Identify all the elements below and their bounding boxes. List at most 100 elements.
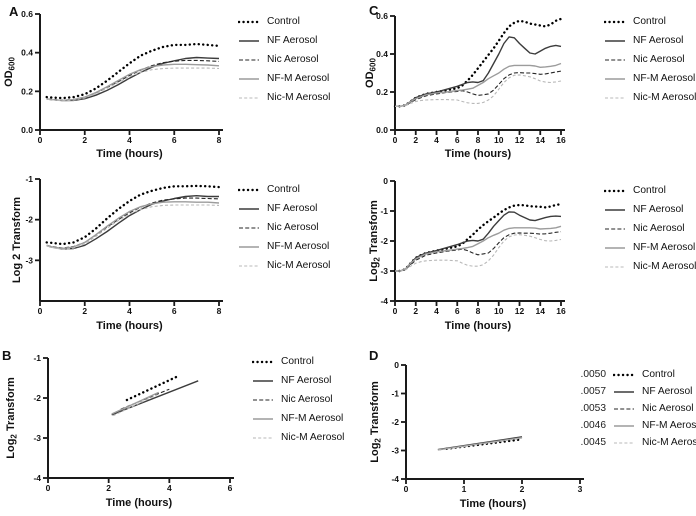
curve-control xyxy=(125,374,180,402)
legend-line-sample-nicm xyxy=(239,264,259,267)
y-tick-label: -1 xyxy=(391,389,399,399)
legend-a-od600: Control NF Aerosol Nic Aerosol NF-M Aerosol… xyxy=(238,12,330,107)
legend-item: .0050 Control xyxy=(574,366,696,383)
legend-label: Nic-M Aerosol xyxy=(267,92,331,103)
x-axis-title: Time (hours) xyxy=(445,148,512,160)
curve-nf-aerosol xyxy=(46,195,219,250)
y-tick-label: -2 xyxy=(25,215,33,225)
legend-line-sample-nic xyxy=(239,58,259,61)
legend-label: NF Aerosol xyxy=(633,35,684,46)
legend-line-sample-nic xyxy=(253,398,273,401)
legend-item: Nic-M Aerosol xyxy=(604,257,696,276)
y-tick-label: -3 xyxy=(380,266,388,276)
legend-item: NF Aerosol xyxy=(238,199,330,218)
y-tick-label: 0 xyxy=(383,176,388,186)
legend-c-log2-transform: Control NF Aerosol Nic Aerosol NF-M Aerosol… xyxy=(604,181,696,276)
legend-value: .0045 xyxy=(580,437,607,448)
x-tick-label: 8 xyxy=(217,135,222,145)
curve-nf-m-aerosol xyxy=(395,225,562,272)
legend-line-sample-control xyxy=(613,373,635,376)
legend-label: NF Aerosol xyxy=(633,204,684,215)
curve-nic-m-aerosol xyxy=(46,204,220,250)
panel-letter-a: A xyxy=(9,4,19,19)
legend-line-sample-nic xyxy=(239,226,259,229)
y-axis-title: Log2 Transform xyxy=(5,377,19,459)
legend-label: Nic Aerosol xyxy=(633,54,685,65)
curve-nic-aerosol xyxy=(46,197,220,249)
y-tick-label: 0 xyxy=(394,360,399,370)
legend-label: NF Aerosol xyxy=(267,203,318,214)
y-axis-title: Log 2 Transform xyxy=(11,197,23,283)
x-tick-label: 4 xyxy=(127,306,132,316)
legend-item: Nic-M Aerosol xyxy=(238,256,330,275)
legend-value: .0046 xyxy=(580,420,607,431)
x-tick-label: 2 xyxy=(413,306,418,316)
x-tick-label: 10 xyxy=(494,135,504,145)
x-tick-label: 2 xyxy=(520,484,525,494)
legend-label: Nic-M Aerosol xyxy=(281,432,345,443)
legend-item: NF-M Aerosol xyxy=(604,69,696,88)
x-tick-label: 3 xyxy=(578,484,583,494)
legend-item: NF Aerosol xyxy=(604,31,696,50)
curve-control xyxy=(445,438,521,451)
y-tick-label: 0.4 xyxy=(21,48,33,58)
curve-nf-aerosol xyxy=(111,380,199,416)
legend-item: Nic Aerosol xyxy=(252,390,344,409)
x-tick-label: 0 xyxy=(393,135,398,145)
y-axis-title: OD600 xyxy=(364,58,378,88)
curve-nic-m-aerosol xyxy=(395,234,562,272)
legend-line-sample-nf xyxy=(239,207,259,210)
legend-label: Nic Aerosol xyxy=(642,403,694,414)
legend-line-sample-nfm xyxy=(253,417,273,420)
curve-nic-aerosol xyxy=(395,70,562,107)
legend-value: .0053 xyxy=(580,403,607,414)
curve-nf-m-aerosol xyxy=(46,63,220,102)
x-tick-label: 2 xyxy=(413,135,418,145)
legend-c-od600: Control NF Aerosol Nic Aerosol NF-M Aerosol… xyxy=(604,12,696,107)
legend-label: NF-M Aerosol xyxy=(642,420,696,431)
plot-c-log2-transform: 0 -1 -2 -3 -4 0 2 4 6 8 10 12 14 16 Time (hours) Log2 T… xyxy=(368,176,566,332)
legend-label: Control xyxy=(633,16,666,27)
curve-nic-m-aerosol xyxy=(437,437,523,451)
x-tick-label: 10 xyxy=(494,306,504,316)
curve-nic-m-aerosol xyxy=(112,394,158,417)
legend-line-sample-nfm xyxy=(239,245,259,248)
x-axis-title: Time (hours) xyxy=(96,148,163,160)
curve-nf-m-aerosol xyxy=(395,62,562,108)
plot-a-log2-transform: -1 -2 -3 0 2 4 6 8 Time (hours) Log 2 Transform xyxy=(11,174,223,332)
y-tick-label: 0.2 xyxy=(376,87,388,97)
x-tick-label: 0 xyxy=(393,306,398,316)
curve-nic-m-aerosol xyxy=(46,67,220,102)
y-tick-label: -3 xyxy=(33,433,41,443)
y-tick-label: -3 xyxy=(391,446,399,456)
legend-line-sample-nicm xyxy=(239,96,259,99)
legend-line-sample-nf xyxy=(253,379,273,382)
x-tick-label: 8 xyxy=(476,135,481,145)
x-axis-title: Time (hours) xyxy=(96,320,163,332)
plot-b-log2-transform: -1 -2 -3 -4 0 2 4 6 Time (hours) Log2 Transform xyxy=(5,353,234,509)
y-axis-title: Log2 Transform xyxy=(369,381,383,463)
y-tick-label: 0.0 xyxy=(21,125,33,135)
legend-label: Nic-M Aerosol xyxy=(267,260,331,271)
y-tick-label: -1 xyxy=(33,353,41,363)
legend-line-sample-nicm xyxy=(605,96,625,99)
legend-item: Control xyxy=(238,12,330,31)
legend-item: Nic Aerosol xyxy=(238,50,330,69)
x-tick-label: 12 xyxy=(515,135,525,145)
legend-line-sample-nfm xyxy=(605,77,625,80)
x-tick-label: 2 xyxy=(82,135,87,145)
legend-label: NF Aerosol xyxy=(642,386,693,397)
x-axis-title: Time (hours) xyxy=(460,498,527,510)
y-tick-label: -1 xyxy=(380,206,388,216)
legend-line-sample-nicm xyxy=(253,436,273,439)
legend-line-sample-nic xyxy=(605,227,625,230)
legend-value: .0050 xyxy=(580,369,607,380)
legend-line-sample-nic xyxy=(614,407,634,410)
legend-item: .0046 NF-M Aerosol xyxy=(574,417,696,434)
legend-line-sample-nf xyxy=(605,39,625,42)
y-tick-label: -1 xyxy=(25,174,33,184)
x-tick-label: 16 xyxy=(556,135,566,145)
curve-control xyxy=(45,184,221,246)
legend-line-sample-control xyxy=(252,360,274,363)
